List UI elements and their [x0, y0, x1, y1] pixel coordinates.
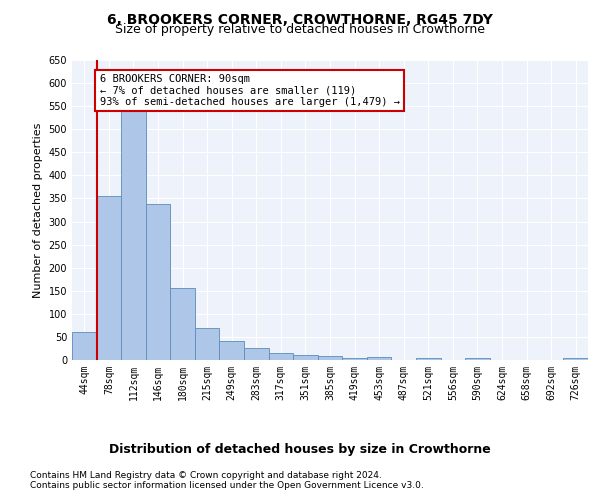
Bar	[269, 353, 293, 360]
Bar	[293, 356, 318, 360]
Bar	[244, 348, 269, 360]
Bar	[563, 358, 588, 360]
Text: 6, BROOKERS CORNER, CROWTHORNE, RG45 7DY: 6, BROOKERS CORNER, CROWTHORNE, RG45 7DY	[107, 12, 493, 26]
Text: Contains HM Land Registry data © Crown copyright and database right 2024.: Contains HM Land Registry data © Crown c…	[30, 471, 382, 480]
Bar	[367, 357, 391, 360]
Bar	[416, 358, 440, 360]
Y-axis label: Number of detached properties: Number of detached properties	[33, 122, 43, 298]
Text: Distribution of detached houses by size in Crowthorne: Distribution of detached houses by size …	[109, 442, 491, 456]
Bar	[146, 204, 170, 360]
Text: Contains public sector information licensed under the Open Government Licence v3: Contains public sector information licen…	[30, 481, 424, 490]
Bar	[97, 196, 121, 360]
Bar	[121, 111, 146, 360]
Bar	[318, 356, 342, 360]
Bar	[72, 332, 97, 360]
Bar	[170, 288, 195, 360]
Bar	[195, 328, 220, 360]
Bar	[342, 358, 367, 360]
Text: 6 BROOKERS CORNER: 90sqm
← 7% of detached houses are smaller (119)
93% of semi-d: 6 BROOKERS CORNER: 90sqm ← 7% of detache…	[100, 74, 400, 107]
Bar	[220, 340, 244, 360]
Bar	[465, 358, 490, 360]
Text: Size of property relative to detached houses in Crowthorne: Size of property relative to detached ho…	[115, 22, 485, 36]
